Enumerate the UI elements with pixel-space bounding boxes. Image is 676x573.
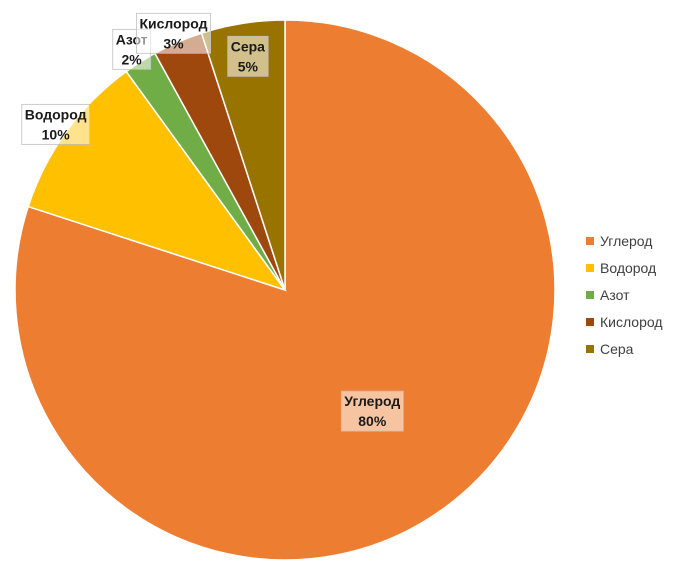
data-label-box-0 — [340, 390, 404, 432]
legend-swatch-0 — [586, 236, 594, 245]
data-label-value-4: 5% — [238, 58, 259, 74]
data-label-0: Углерод 80% — [340, 390, 404, 432]
pie-slice-0 — [14, 19, 556, 561]
legend-item-4: Сера — [586, 335, 663, 362]
data-label-1: Водород 10% — [21, 103, 91, 145]
data-label-value-3: 3% — [163, 35, 184, 51]
legend-swatch-3 — [586, 317, 594, 326]
legend-swatch-2 — [586, 290, 594, 299]
legend-label-4: Сера — [600, 340, 634, 357]
legend-label-3: Кислород — [600, 313, 663, 330]
data-label-value-0: 80% — [358, 413, 387, 429]
legend-item-3: Кислород — [586, 308, 663, 335]
data-label-box-4 — [227, 35, 269, 77]
data-label-4: Сера 5% — [227, 35, 269, 77]
legend-label-2: Азот — [600, 286, 630, 303]
data-label-category-4: Сера — [231, 38, 265, 54]
data-label-box-3 — [136, 12, 211, 54]
data-label-3: Кислород 3% — [136, 12, 211, 54]
legend-item-1: Водород — [586, 254, 663, 281]
legend-item-0: Углерод — [586, 227, 663, 254]
data-label-category-1: Водород — [25, 106, 87, 122]
legend-item-2: Азот — [586, 281, 663, 308]
data-label-category-0: Углерод — [344, 393, 400, 409]
data-label-value-2: 2% — [122, 51, 143, 67]
data-label-value-1: 10% — [42, 126, 71, 142]
legend-label-1: Водород — [600, 259, 657, 276]
legend-swatch-1 — [586, 263, 594, 272]
legend-label-0: Углерод — [600, 232, 653, 249]
data-label-category-3: Кислород — [139, 15, 207, 31]
data-label-box-1 — [21, 103, 91, 145]
legend: Углерод Водород Азот Кислород Сера — [586, 227, 663, 362]
legend-swatch-4 — [586, 344, 594, 353]
